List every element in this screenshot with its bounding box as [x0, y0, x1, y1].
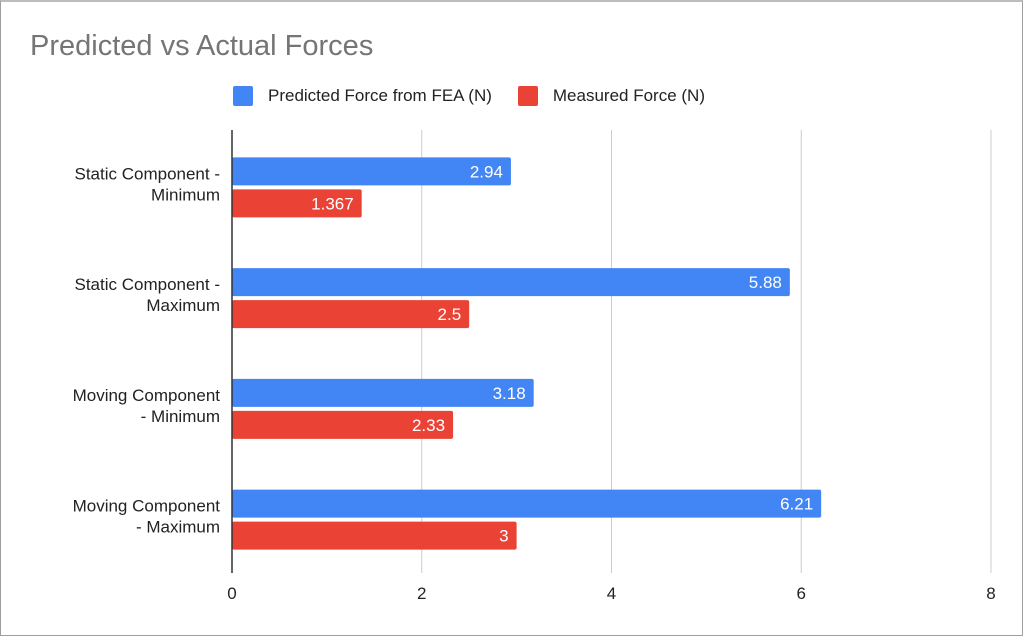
- legend-swatch-measured: [517, 86, 538, 106]
- category-label: Static Component -: [74, 164, 220, 183]
- category-label: Maximum: [146, 296, 220, 315]
- bar-predicted: [232, 489, 822, 518]
- legend-swatch-predicted: [233, 86, 253, 106]
- bar-measured: [232, 521, 517, 550]
- category-label: Moving Component: [73, 497, 221, 516]
- x-tick-label: 2: [417, 584, 426, 603]
- chart-title: Predicted vs Actual Forces: [30, 30, 374, 62]
- legend-item-measured[interactable]: Measured Force (N): [517, 86, 705, 106]
- category-label: - Minimum: [141, 407, 220, 426]
- data-label: 3: [499, 527, 508, 546]
- bar-measured: [232, 189, 362, 218]
- legend-label-measured: Measured Force (N): [552, 86, 705, 105]
- data-label: 3.18: [493, 384, 526, 403]
- x-tick-label: 8: [986, 584, 995, 603]
- category-label: Minimum: [151, 185, 220, 204]
- category-label: Moving Component: [73, 386, 221, 405]
- legend-item-predicted[interactable]: Predicted Force from FEA (N): [233, 86, 492, 106]
- data-label: 2.94: [470, 162, 503, 181]
- bar-measured: [232, 410, 454, 439]
- data-label: 1.367: [311, 194, 354, 213]
- data-label: 5.88: [749, 273, 782, 292]
- data-label: 2.5: [438, 305, 462, 324]
- x-tick-label: 0: [227, 584, 236, 603]
- data-label: 2.33: [412, 416, 445, 435]
- category-label: - Maximum: [136, 518, 220, 537]
- legend-label-predicted: Predicted Force from FEA (N): [268, 86, 492, 105]
- data-label: 6.21: [780, 495, 813, 514]
- bar-predicted: [232, 157, 511, 186]
- bar-predicted: [232, 268, 790, 297]
- x-tick-label: 4: [607, 584, 616, 603]
- bar-measured: [232, 300, 470, 329]
- bar-predicted: [232, 378, 534, 407]
- x-tick-label: 6: [797, 584, 806, 603]
- legend: Predicted Force from FEA (N) Measured Fo…: [233, 86, 731, 106]
- category-label: Static Component -: [74, 275, 220, 294]
